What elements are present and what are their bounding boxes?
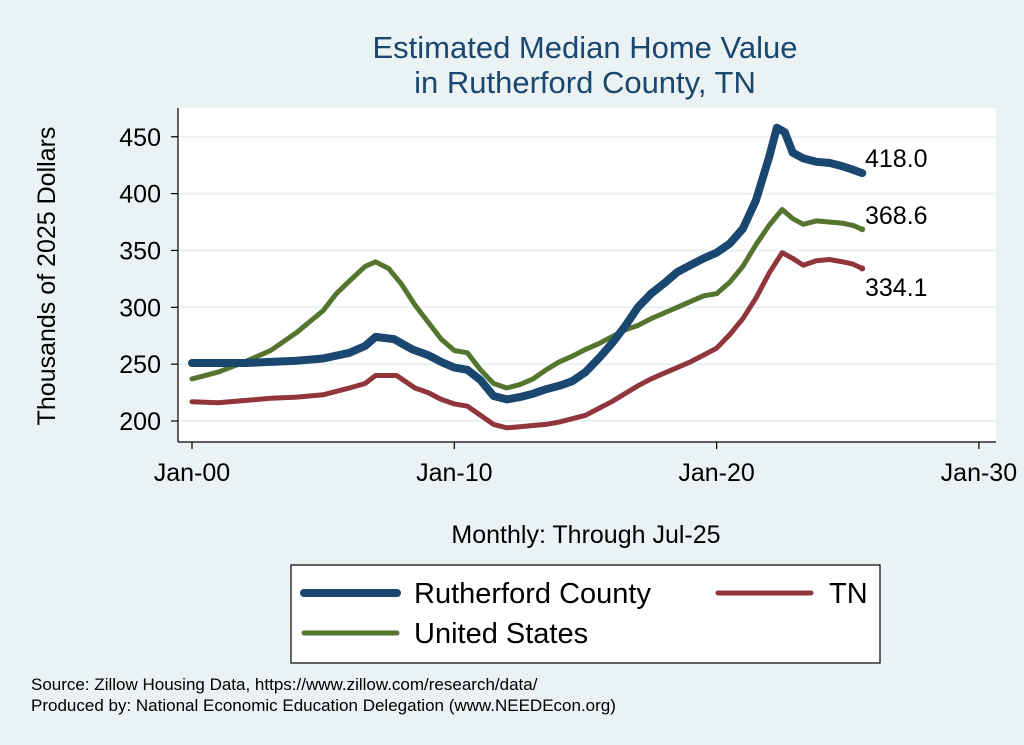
gridlines — [178, 135, 996, 422]
end-label-tn: 334.1 — [865, 274, 928, 302]
plot-area — [178, 108, 996, 442]
y-tick-label: 300 — [119, 294, 161, 322]
legend-label-tn: TN — [829, 578, 868, 610]
series-end-marker — [859, 265, 866, 272]
y-axis-ticks: 200 250 300 350 400 450 — [119, 124, 178, 436]
y-tick-label: 200 — [119, 408, 161, 436]
source-note: Source: Zillow Housing Data, https://www… — [31, 675, 538, 694]
legend-label-rutherford: Rutherford County — [414, 578, 651, 610]
y-tick-label: 350 — [119, 237, 161, 265]
y-tick-label: 250 — [119, 351, 161, 379]
legend-box — [290, 564, 881, 664]
x-tick-label: Jan-10 — [416, 459, 492, 487]
end-labels: 418.0 334.1 368.6 — [865, 145, 928, 302]
x-axis-title: Monthly: Through Jul-25 — [451, 521, 720, 549]
chart-title: Estimated Median Home Value — [372, 30, 797, 65]
x-axis-ticks: Jan-00 Jan-10 Jan-20 Jan-30 — [154, 442, 1017, 487]
series-line-rutherford-county — [188, 123, 867, 404]
chart-title-line2: in Rutherford County, TN — [414, 65, 756, 100]
y-tick-label: 400 — [119, 181, 161, 209]
series-end-marker — [859, 226, 866, 233]
series-line-united-states — [189, 207, 865, 391]
x-tick-label: Jan-30 — [941, 459, 1017, 487]
produced-by-note: Produced by: National Economic Education… — [31, 696, 616, 715]
series-end-marker — [859, 170, 866, 177]
x-tick-label: Jan-00 — [154, 459, 230, 487]
end-label-united-states: 368.6 — [865, 202, 928, 230]
y-axis-title: Thousands of 2025 Dollars — [33, 127, 61, 426]
legend-label-us: United States — [414, 618, 588, 650]
series-lines — [188, 123, 867, 431]
y-tick-label: 450 — [119, 124, 161, 152]
x-tick-label: Jan-20 — [678, 459, 754, 487]
legend: Rutherford County TN United States — [290, 564, 881, 664]
series-line-tn — [189, 250, 865, 431]
end-label-rutherford-county: 418.0 — [865, 145, 928, 173]
